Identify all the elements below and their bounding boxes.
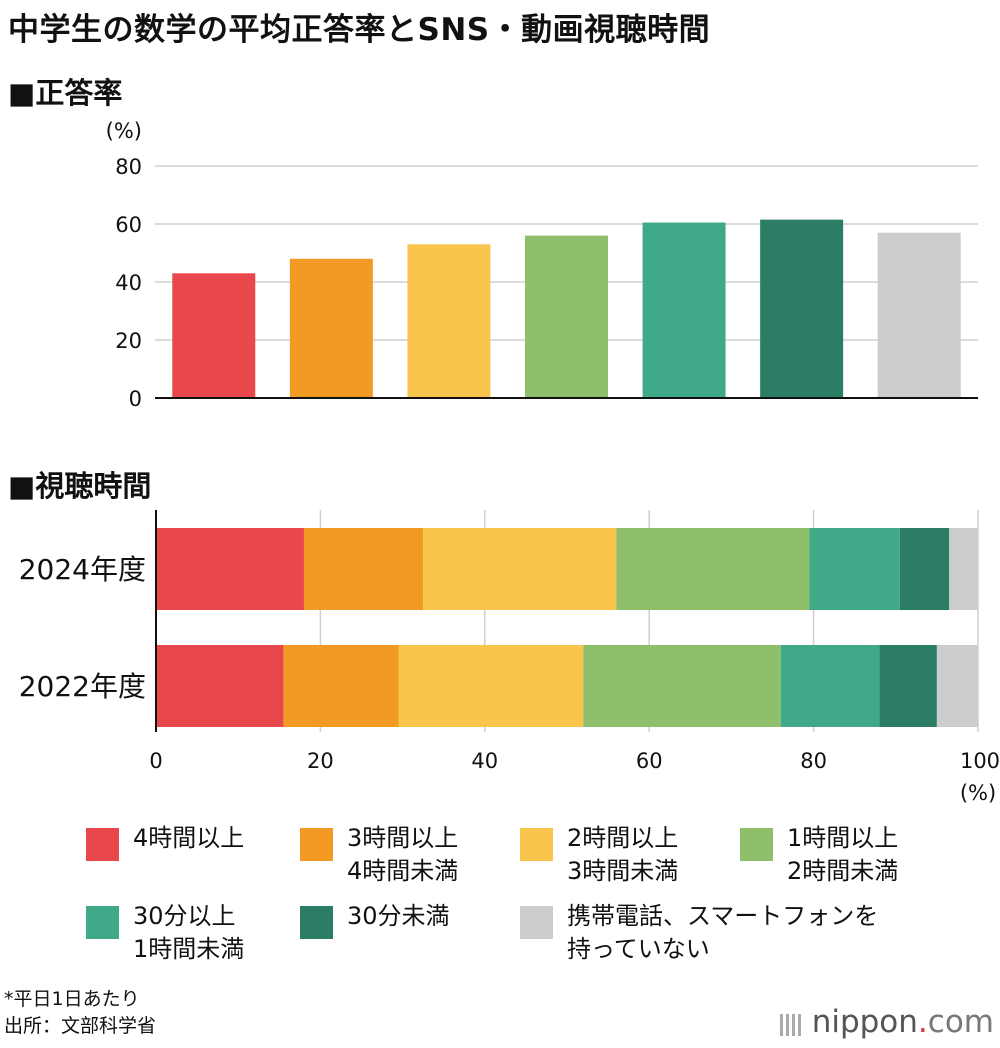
legend-label: 2時間以上 3時間未満 — [567, 824, 679, 885]
legend-swatch — [740, 828, 773, 861]
stacked-bar-segment — [583, 645, 781, 727]
bar — [642, 222, 726, 398]
stacked-bar-segment — [283, 645, 399, 727]
y-tick-label: 0 — [129, 387, 142, 411]
stacked-bar-segment — [899, 528, 950, 610]
stacked-bar-segment — [809, 528, 900, 610]
legend-label: 携帯電話、スマートフォンを 持っていない — [567, 902, 879, 963]
legend-swatch — [520, 828, 553, 861]
bar — [877, 232, 961, 398]
y-axis-unit: (%) — [106, 119, 142, 143]
y-tick-label: 40 — [115, 271, 142, 295]
bar — [760, 219, 844, 398]
legend-item: 30分以上 1時間未満 — [86, 900, 244, 966]
legend-item: 30分未満 — [300, 900, 450, 939]
legend: 4時間以上 3時間以上 4時間未満 2時間以上 3時間未満 1時間以上 2時間未… — [0, 822, 1000, 972]
stacked-bar-segment — [780, 645, 880, 727]
y-category-label: 2022年度 — [19, 670, 146, 703]
legend-swatch — [86, 906, 119, 939]
legend-item: 1時間以上 2時間未満 — [740, 822, 898, 888]
y-tick-label: 60 — [115, 213, 142, 237]
x-tick-label: 40 — [471, 749, 498, 773]
legend-label: 4時間以上 — [133, 824, 245, 852]
stacked-bar-segment — [949, 528, 978, 610]
section-title-viewing-time: ■視聴時間 — [8, 469, 152, 503]
y-tick-label: 80 — [115, 155, 142, 179]
legend-swatch — [300, 906, 333, 939]
logo-dot: . — [917, 1004, 928, 1040]
logo-mark-icon — [779, 1006, 804, 1042]
legend-item: 4時間以上 — [86, 822, 244, 861]
footnote-note: *平日1日あたり — [4, 988, 140, 1010]
legend-swatch — [520, 906, 553, 939]
chart-canvas: 0 20 40 60 80 (%) 0 20 40 60 80 100 (%) 2024年度 2022年度 — [19, 119, 1000, 805]
stacked-bar-segment — [423, 528, 617, 610]
x-tick-label: 0 — [149, 749, 162, 773]
x-tick-label: 100 — [960, 749, 1000, 773]
legend-item: 携帯電話、スマートフォンを 持っていない — [520, 900, 878, 966]
stacked-bar-segment — [398, 645, 584, 727]
x-axis-unit: (%) — [960, 781, 996, 805]
bar — [172, 273, 256, 398]
chart-title: 中学生の数学の平均正答率とSNS・動画視聴時間 — [8, 12, 711, 48]
legend-item: 2時間以上 3時間未満 — [520, 822, 678, 888]
section-title-accuracy: ■正答率 — [8, 76, 123, 110]
stacked-bar-segment — [156, 645, 284, 727]
y-tick-label: 20 — [115, 329, 142, 353]
x-tick-label: 80 — [800, 749, 827, 773]
legend-item: 3時間以上 4時間未満 — [300, 822, 458, 888]
stacked-bar-segment — [303, 528, 424, 610]
bar — [407, 244, 491, 398]
legend-label: 3時間以上 4時間未満 — [347, 824, 459, 885]
logo-name: nippon — [811, 1004, 918, 1040]
y-category-label: 2024年度 — [19, 553, 146, 586]
stacked-bar-segment — [156, 528, 304, 610]
legend-swatch — [86, 828, 119, 861]
stacked-bar-segment — [879, 645, 937, 727]
legend-label: 30分以上 1時間未満 — [133, 902, 245, 963]
logo-tld: com — [927, 1004, 994, 1040]
legend-label: 1時間以上 2時間未満 — [787, 824, 899, 885]
footnote-source: 出所：文部科学省 — [4, 1015, 157, 1037]
footnote: *平日1日あたり 出所：文部科学省 — [4, 986, 156, 1040]
nippon-logo: nippon.com — [779, 1004, 994, 1042]
legend-swatch — [300, 828, 333, 861]
bar — [289, 258, 373, 398]
stacked-bar-segment — [936, 645, 978, 727]
x-tick-label: 60 — [636, 749, 663, 773]
legend-label: 30分未満 — [347, 902, 450, 930]
stacked-bar-segment — [616, 528, 810, 610]
x-tick-label: 20 — [307, 749, 334, 773]
bar — [525, 235, 608, 398]
